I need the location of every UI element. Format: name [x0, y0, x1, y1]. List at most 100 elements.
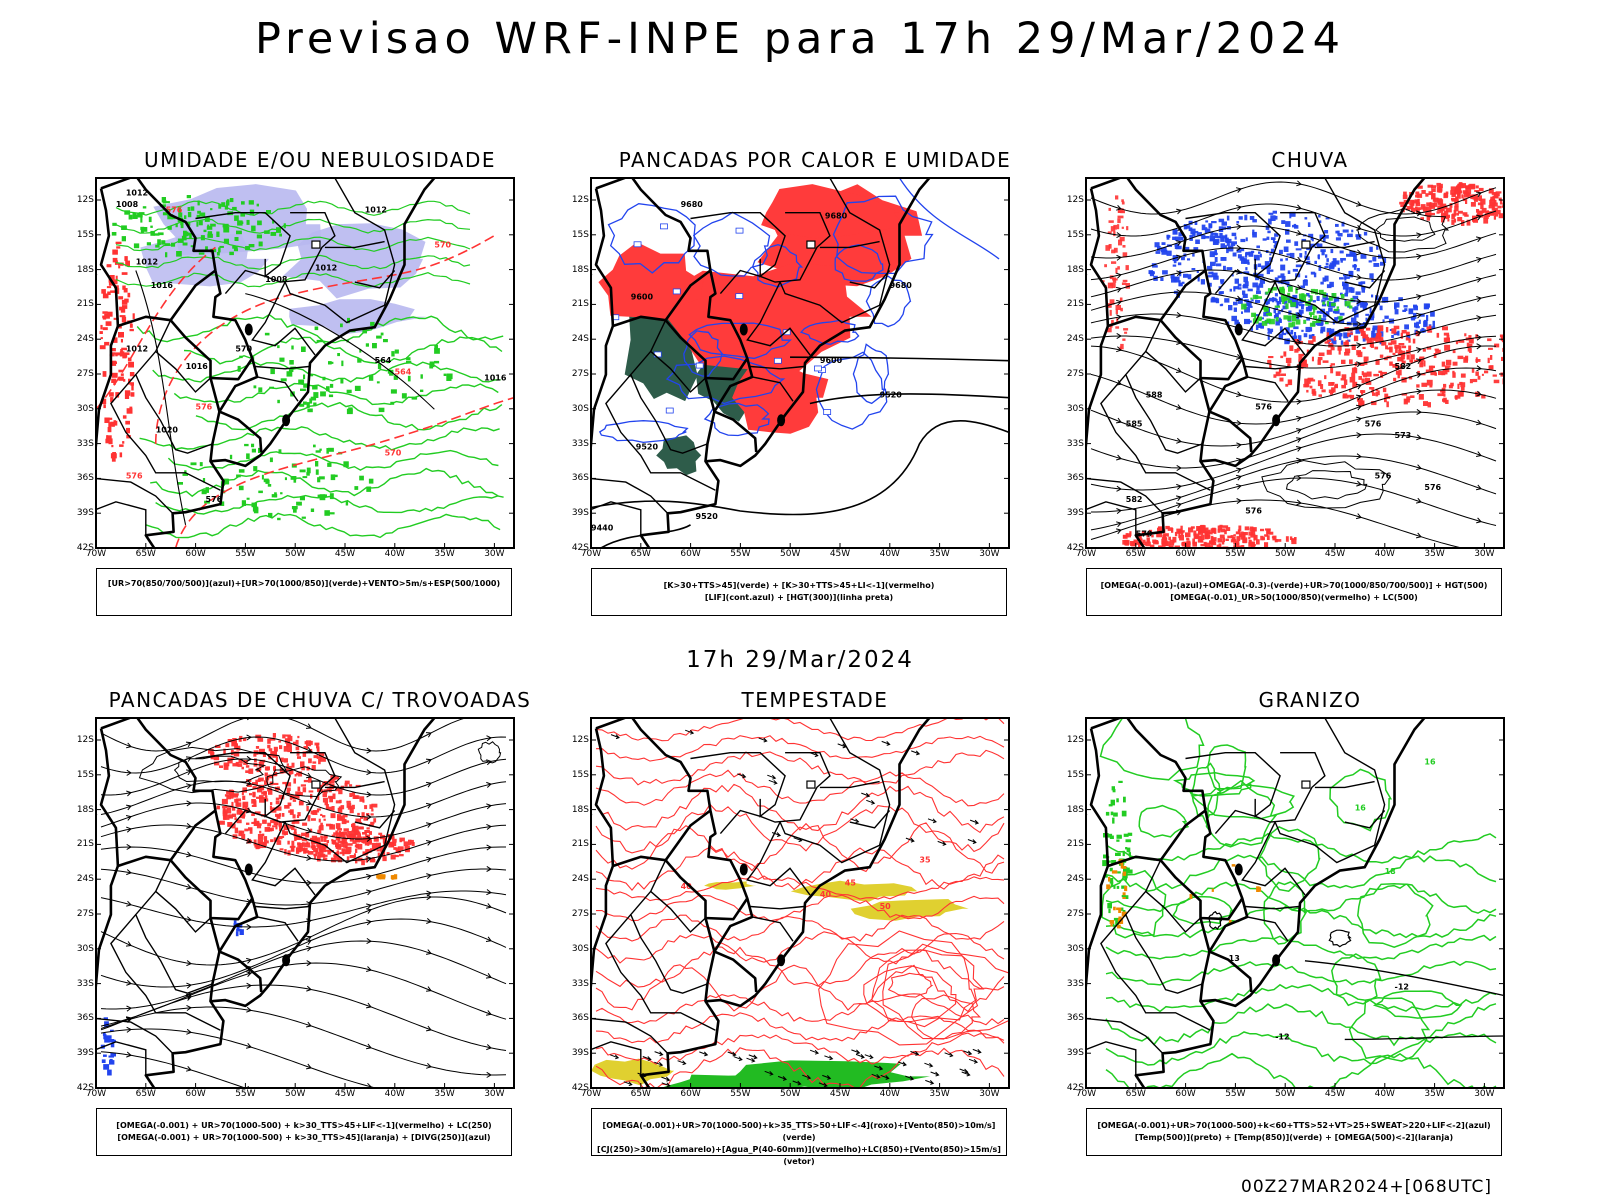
panel-title: UMIDADE E/OU NEBULOSIDADE	[143, 148, 497, 172]
lon-label: 35W	[1424, 549, 1445, 559]
lat-label: 36S	[76, 1013, 94, 1024]
contour-label: 1012	[126, 188, 148, 197]
lon-label: 65W	[135, 1089, 156, 1099]
lat-label: 39S	[76, 508, 94, 519]
contour-label: 9600	[631, 292, 654, 301]
lon-label: 60W	[185, 1089, 206, 1099]
legend-line: [OMEGA(-0.001)+UR>70(1000-500)+k<60+TTS>…	[1097, 1121, 1491, 1130]
lat-label: 27S	[76, 909, 94, 919]
lon-label: 40W	[384, 1089, 405, 1099]
contour-label: 570	[385, 449, 402, 458]
map-panel-chuva: CHUVA 588 585 582 579 576 573 576 576 576 582 576 12…	[1067, 148, 1550, 638]
panel-title: TEMPESTADE	[741, 688, 889, 712]
lat-label: 12S	[1066, 735, 1084, 745]
map-panel-tempestade: TEMPESTADE 40 50 45 40 35 12S 15S 18S 21S 24S 27S 30…	[572, 688, 1055, 1178]
legend-box: [OMEGA(-0.001)-(azul)+OMEGA(-0.3)-(verde…	[1086, 568, 1502, 616]
lon-label: 60W	[680, 1089, 701, 1099]
lon-label: 50W	[780, 549, 801, 559]
contour-label: 45	[845, 879, 857, 888]
lat-label: 33S	[76, 978, 94, 989]
legend-line: [LIF](cont.azul) + [HGT(300)](linha pret…	[704, 593, 894, 602]
contour-label: 9520	[696, 512, 719, 521]
legend-box: [OMEGA(-0.001) + UR>70(1000-500) + k>30_…	[96, 1108, 512, 1156]
map-panel-trovoadas: PANCADAS DE CHUVA C/ TROVOADAS 12S 15S 18S 2…	[77, 688, 560, 1178]
lon-label: 50W	[1275, 1089, 1296, 1099]
contour-label: 576	[1424, 483, 1441, 492]
lon-label: 55W	[730, 549, 751, 559]
lat-label: 33S	[1066, 978, 1084, 989]
contour-label: 1012	[136, 258, 158, 267]
lon-label: 70W	[1075, 1089, 1097, 1099]
lon-label: 45W	[334, 1089, 356, 1099]
lat-label: 18S	[1066, 804, 1084, 815]
map-umidade: 1012 1008 1012 1016 1012 1016 1020 576 570 564 101…	[95, 177, 515, 549]
contour-label: 570	[434, 240, 451, 249]
lon-label: 45W	[1324, 1089, 1346, 1099]
lat-label: 24S	[571, 334, 589, 345]
lon-label: 70W	[85, 1089, 107, 1099]
contour-label: 9680	[681, 200, 704, 209]
map-granizo: -12 -12 -13 16 16 18	[1085, 717, 1505, 1089]
contour-label: -12	[1395, 983, 1409, 992]
lat-label: 30S	[571, 403, 589, 414]
lat-label: 24S	[76, 334, 94, 345]
lon-label: 30W	[484, 1089, 505, 1099]
legend-line: [UR>70(850/700/500)](azul)+[UR>70(1000/8…	[107, 579, 501, 588]
lat-label: 24S	[571, 874, 589, 885]
lat-label: 42S	[76, 543, 94, 553]
lon-label: 70W	[1075, 549, 1097, 559]
lat-label: 42S	[76, 1083, 94, 1093]
lat-label: 12S	[76, 735, 94, 745]
lat-label: 33S	[571, 978, 589, 989]
middle-title: 17h 29/Mar/2024	[686, 647, 914, 673]
contour-label: 576	[1375, 472, 1392, 481]
lon-label: 70W	[580, 1089, 602, 1099]
legend-line: [OMEGA(-0.001) + UR>70(1000-500) + k>30_…	[116, 1121, 492, 1130]
contour-label: 582	[1395, 362, 1412, 371]
legend-line: [Temp(500)](preto) + [Temp(850)](verde) …	[1134, 1133, 1454, 1142]
map-panel-pancadas: PANCADAS POR CALOR E UMIDADE 9680 9680 9600…	[572, 148, 1055, 638]
lon-label: 60W	[1175, 549, 1196, 559]
contour-label: 570	[235, 344, 252, 353]
lat-label: 24S	[76, 874, 94, 885]
lat-label: 39S	[76, 1048, 94, 1059]
forecast-code: 00Z27MAR2024+[068UTC]	[1241, 1177, 1492, 1197]
lat-label: 42S	[571, 1083, 589, 1093]
contour-label: 1008	[265, 275, 288, 284]
contour-label: 576	[196, 402, 213, 411]
panel-title: CHUVA	[1271, 148, 1349, 172]
lat-label: 39S	[1066, 1048, 1084, 1059]
contour-label: -12	[1275, 1032, 1289, 1041]
lat-label: 39S	[1066, 508, 1084, 519]
contour-label: 1008	[116, 200, 139, 209]
lon-label: 40W	[1374, 549, 1395, 559]
main-title: Previsao WRF-INPE para 17h 29/Mar/2024	[255, 14, 1345, 64]
contour-label: 1012	[365, 206, 387, 215]
legend-line: [CJ(250)>30m/s](amarelo)+[Agua_P(40-60mm…	[597, 1145, 1001, 1166]
contour-label: 40	[820, 890, 832, 899]
lat-label: 18S	[1066, 264, 1084, 275]
lat-label: 33S	[1066, 438, 1084, 449]
contour-label: 576	[1245, 506, 1262, 515]
lat-label: 36S	[571, 1013, 589, 1024]
lat-label: 18S	[76, 804, 94, 815]
lat-label: 36S	[1066, 1013, 1084, 1024]
lon-label: 55W	[1225, 1089, 1246, 1099]
map-panel-umidade: UMIDADE E/OU NEBULOSIDADE 1012 1008 1012 101…	[77, 148, 560, 638]
lat-label: 42S	[571, 543, 589, 553]
lon-label: 40W	[1374, 1089, 1395, 1099]
legend-box: [OMEGA(-0.001)+UR>70(1000-500)+k<60+TTS>…	[1086, 1108, 1502, 1156]
lat-label: 27S	[571, 909, 589, 919]
lon-label: 50W	[1275, 549, 1296, 559]
lat-label: 12S	[571, 195, 589, 205]
contour-label: 573	[1395, 431, 1412, 440]
lon-label: 60W	[185, 549, 206, 559]
contour-label: 16	[1355, 804, 1367, 813]
lat-label: 30S	[1066, 943, 1084, 954]
lon-label: 45W	[829, 549, 851, 559]
contour-label: 564	[375, 356, 392, 365]
contour-label: 1016	[186, 362, 209, 371]
contour-label: 576	[166, 206, 183, 215]
lat-label: 15S	[76, 229, 94, 240]
